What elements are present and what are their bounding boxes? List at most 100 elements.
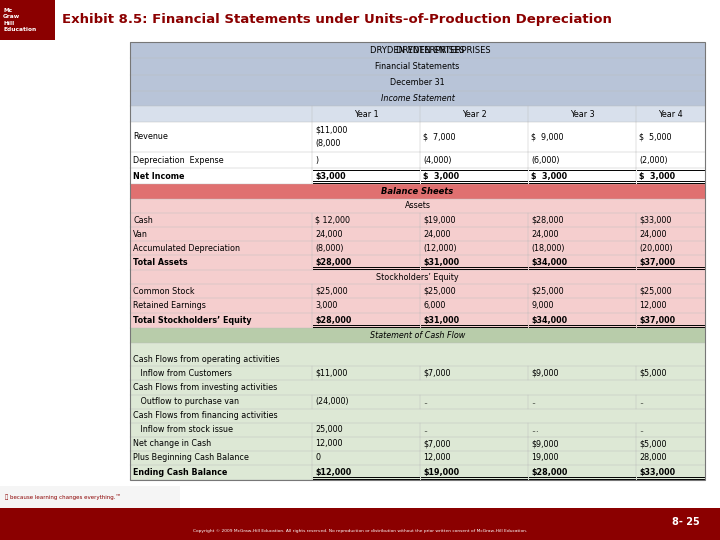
Bar: [130, 423, 705, 437]
Text: ..: ..: [423, 397, 428, 406]
Bar: [130, 184, 705, 199]
Text: (8,000: (8,000: [315, 139, 341, 148]
Text: December 31: December 31: [390, 78, 445, 87]
Text: 12,000: 12,000: [315, 439, 343, 448]
Text: $33,000: $33,000: [639, 468, 675, 477]
Text: $28,000: $28,000: [315, 316, 351, 325]
Bar: [130, 437, 705, 451]
Text: Inflow from Customers: Inflow from Customers: [133, 369, 232, 378]
Bar: [130, 168, 705, 184]
Text: Mc
Graw
Hill
Education: Mc Graw Hill Education: [3, 8, 36, 32]
Text: $5,000: $5,000: [639, 369, 667, 378]
Text: (6,000): (6,000): [531, 156, 559, 165]
Text: $37,000: $37,000: [639, 316, 675, 325]
Text: (20,000): (20,000): [639, 244, 672, 253]
Text: Statement of Cash Flow: Statement of Cash Flow: [370, 331, 465, 340]
Text: Year 1: Year 1: [354, 110, 378, 118]
Bar: [130, 106, 705, 122]
Text: $34,000: $34,000: [531, 258, 567, 267]
Text: 19,000: 19,000: [531, 453, 559, 462]
Bar: [0, 486, 180, 508]
Text: (18,000): (18,000): [531, 244, 564, 253]
Text: 9,000: 9,000: [531, 301, 554, 310]
Text: Cash Flows from investing activities: Cash Flows from investing activities: [133, 383, 277, 392]
Bar: [130, 213, 705, 227]
Text: $7,000: $7,000: [423, 439, 451, 448]
Text: (2,000): (2,000): [639, 156, 667, 165]
Bar: [130, 91, 705, 106]
Text: 0: 0: [315, 453, 320, 462]
Text: 24,000: 24,000: [423, 230, 451, 239]
Text: (12,000): (12,000): [423, 244, 456, 253]
Text: (8,000): (8,000): [315, 244, 343, 253]
Text: (4,000): (4,000): [423, 156, 451, 165]
Text: $33,000: $33,000: [639, 215, 671, 225]
Bar: [0, 508, 720, 540]
Bar: [130, 75, 705, 91]
Bar: [130, 367, 705, 381]
Text: $3,000: $3,000: [315, 172, 346, 180]
Text: Inflow from stock issue: Inflow from stock issue: [133, 425, 233, 434]
Text: $11,000: $11,000: [315, 126, 347, 134]
Text: $9,000: $9,000: [531, 369, 559, 378]
Text: Copyright © 2009 McGraw-Hill Education. All rights reserved. No reproduction or : Copyright © 2009 McGraw-Hill Education. …: [193, 529, 527, 533]
Bar: [130, 465, 705, 480]
Text: ..: ..: [531, 397, 536, 406]
Text: $  3,000: $ 3,000: [531, 172, 567, 180]
Text: $31,000: $31,000: [423, 258, 459, 267]
Bar: [130, 271, 705, 285]
Text: $9,000: $9,000: [531, 439, 559, 448]
Text: Year 2: Year 2: [462, 110, 487, 118]
Text: $25,000: $25,000: [531, 287, 564, 296]
Bar: [130, 409, 705, 423]
Text: ..: ..: [639, 397, 644, 406]
Text: 6,000: 6,000: [423, 301, 446, 310]
Text: $28,000: $28,000: [531, 468, 567, 477]
Bar: [130, 451, 705, 465]
Text: $5,000: $5,000: [639, 439, 667, 448]
Text: Net Income: Net Income: [133, 172, 184, 180]
Text: $19,000: $19,000: [423, 215, 456, 225]
Text: Depreciation  Expense: Depreciation Expense: [133, 156, 224, 165]
Text: 12,000: 12,000: [639, 301, 667, 310]
Bar: [130, 255, 705, 271]
Text: Van: Van: [133, 230, 148, 239]
Text: $28,000: $28,000: [531, 215, 564, 225]
Text: 24,000: 24,000: [531, 230, 559, 239]
Text: $19,000: $19,000: [423, 468, 459, 477]
Text: Accumulated Depreciation: Accumulated Depreciation: [133, 244, 240, 253]
Text: $12,000: $12,000: [315, 468, 351, 477]
Bar: [130, 285, 705, 299]
Bar: [130, 381, 705, 395]
Text: 12,000: 12,000: [423, 453, 451, 462]
Bar: [130, 42, 705, 480]
Text: $11,000: $11,000: [315, 369, 347, 378]
Text: Year 3: Year 3: [570, 110, 594, 118]
Text: ): ): [315, 156, 318, 165]
Text: Common Stock: Common Stock: [133, 287, 194, 296]
Bar: [130, 299, 705, 313]
Text: Total Assets: Total Assets: [133, 258, 188, 267]
Text: $25,000: $25,000: [315, 287, 348, 296]
Text: Assets: Assets: [405, 201, 431, 211]
Bar: [130, 352, 705, 367]
Text: $31,000: $31,000: [423, 316, 459, 325]
Text: Balance Sheets: Balance Sheets: [382, 187, 454, 196]
Text: ..: ..: [639, 425, 644, 434]
Text: Net change in Cash: Net change in Cash: [133, 439, 211, 448]
Text: Plus Beginning Cash Balance: Plus Beginning Cash Balance: [133, 453, 249, 462]
Text: $  5,000: $ 5,000: [639, 132, 672, 141]
Text: $25,000: $25,000: [639, 287, 672, 296]
Text: ..: ..: [423, 425, 428, 434]
Text: $  3,000: $ 3,000: [423, 172, 459, 180]
Text: DRYDEN ENTERPRISES: DRYDEN ENTERPRISES: [396, 46, 491, 55]
Text: Total Stockholders’ Equity: Total Stockholders’ Equity: [133, 316, 251, 325]
Text: $  9,000: $ 9,000: [531, 132, 564, 141]
Bar: [130, 227, 705, 241]
Text: Cash Flows from operating activities: Cash Flows from operating activities: [133, 355, 279, 364]
Bar: [130, 328, 705, 343]
Text: 24,000: 24,000: [639, 230, 667, 239]
Bar: [0, 0, 55, 40]
Text: 8- 25: 8- 25: [672, 517, 700, 527]
Text: ...: ...: [531, 425, 539, 434]
